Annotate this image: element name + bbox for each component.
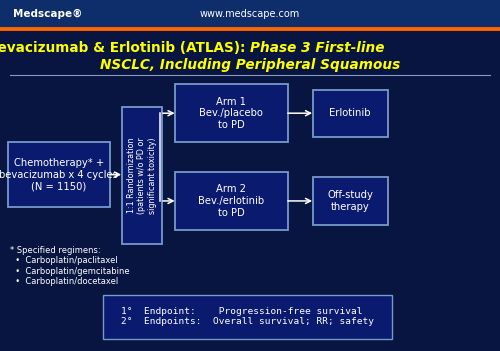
Text: NSCLC, Including Peripheral Squamous: NSCLC, Including Peripheral Squamous bbox=[100, 58, 400, 72]
Text: Phase 3 First-line: Phase 3 First-line bbox=[250, 41, 384, 55]
Text: Chemotherapy* +
bevacizumab x 4 cycles
(N = 1150): Chemotherapy* + bevacizumab x 4 cycles (… bbox=[0, 158, 118, 191]
FancyBboxPatch shape bbox=[312, 90, 388, 137]
Text: 1:1 Randomization
(patients w/o PD or
significant toxicity): 1:1 Randomization (patients w/o PD or si… bbox=[127, 137, 157, 214]
FancyBboxPatch shape bbox=[8, 142, 110, 207]
Text: 1°  Endpoint:    Progression-free survival
2°  Endpoints:  Overall survival; RR;: 1° Endpoint: Progression-free survival 2… bbox=[121, 307, 374, 326]
Text: Erlotinib: Erlotinib bbox=[329, 108, 371, 118]
Text: Arm 2
Bev./erlotinib
to PD: Arm 2 Bev./erlotinib to PD bbox=[198, 184, 264, 218]
FancyBboxPatch shape bbox=[175, 172, 288, 230]
Text: Off-study
therapy: Off-study therapy bbox=[327, 190, 373, 212]
Text: Medscape®: Medscape® bbox=[12, 9, 82, 19]
FancyBboxPatch shape bbox=[312, 177, 388, 225]
Text: Arm 1
Bev./placebo
to PD: Arm 1 Bev./placebo to PD bbox=[200, 97, 263, 130]
FancyBboxPatch shape bbox=[0, 0, 500, 29]
Text: * Specified regimens:
  •  Carboplatin/paclitaxel
  •  Carboplatin/gemcitabine
 : * Specified regimens: • Carboplatin/pacl… bbox=[10, 246, 130, 286]
Text: Bevacizumab & Erlotinib (ATLAS):: Bevacizumab & Erlotinib (ATLAS): bbox=[0, 41, 250, 55]
FancyBboxPatch shape bbox=[122, 107, 162, 244]
Text: www.medscape.com: www.medscape.com bbox=[200, 9, 300, 19]
FancyBboxPatch shape bbox=[175, 84, 288, 142]
FancyBboxPatch shape bbox=[102, 295, 393, 339]
